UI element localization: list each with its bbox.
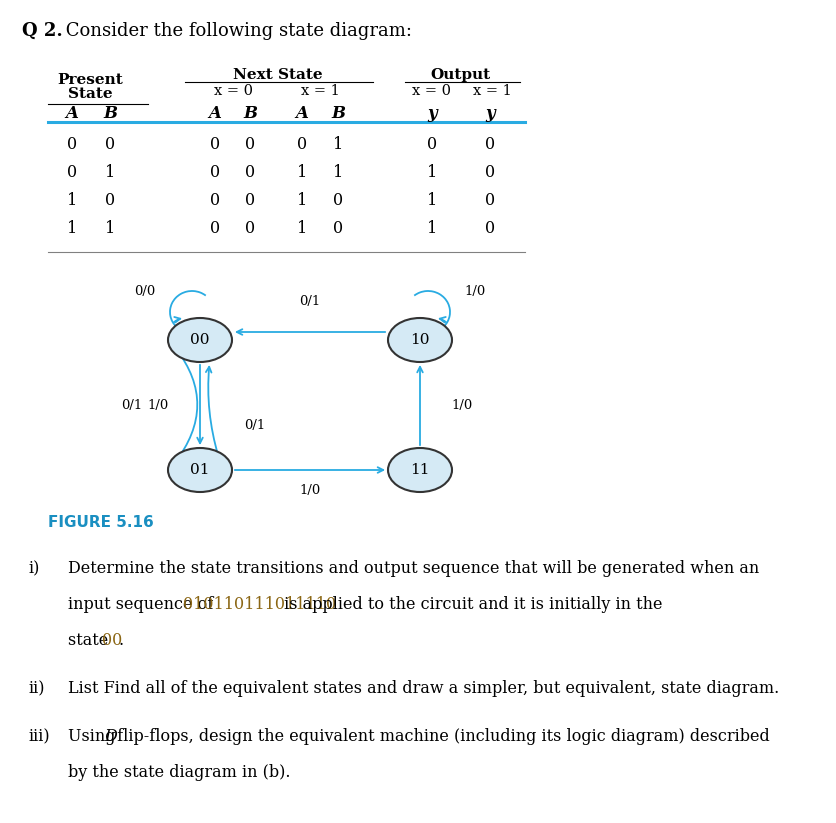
Text: 01: 01 <box>191 463 210 477</box>
Text: A: A <box>208 105 222 122</box>
Text: i): i) <box>28 560 39 577</box>
Text: Next State: Next State <box>233 68 323 82</box>
Text: 1: 1 <box>104 164 115 181</box>
Text: y: y <box>427 105 437 122</box>
Text: 1/0: 1/0 <box>147 398 169 412</box>
Text: is applied to the circuit and it is initially in the: is applied to the circuit and it is init… <box>279 596 663 613</box>
Text: B: B <box>103 105 117 122</box>
Text: 10: 10 <box>410 333 430 347</box>
Text: flip-flops, design the equivalent machine (including its logic diagram) describe: flip-flops, design the equivalent machin… <box>112 728 770 745</box>
Text: A: A <box>296 105 308 122</box>
Text: D: D <box>104 728 117 745</box>
Text: 010110111011110: 010110111011110 <box>183 596 336 613</box>
Text: 1: 1 <box>427 192 437 209</box>
Text: FIGURE 5.16: FIGURE 5.16 <box>48 515 154 530</box>
Text: Using: Using <box>68 728 120 745</box>
Text: B: B <box>331 105 345 122</box>
Text: 1: 1 <box>67 220 77 237</box>
Text: 0: 0 <box>245 192 255 209</box>
Text: State: State <box>68 87 112 101</box>
Text: Output: Output <box>430 68 490 82</box>
Text: 0/0: 0/0 <box>135 286 155 299</box>
Text: 0: 0 <box>485 164 495 181</box>
Text: 0: 0 <box>485 136 495 153</box>
Text: 1: 1 <box>333 136 343 153</box>
Text: A: A <box>65 105 79 122</box>
Text: 1/0: 1/0 <box>451 398 472 412</box>
Text: 1: 1 <box>427 164 437 181</box>
Text: 0: 0 <box>210 164 220 181</box>
Text: 1: 1 <box>297 192 307 209</box>
Text: Consider the following state diagram:: Consider the following state diagram: <box>60 22 412 40</box>
Text: 1/0: 1/0 <box>299 483 321 496</box>
Text: 0: 0 <box>245 136 255 153</box>
Text: x = 0: x = 0 <box>213 84 252 98</box>
Text: y: y <box>485 105 495 122</box>
Text: x = 1: x = 1 <box>301 84 339 98</box>
Text: iii): iii) <box>28 728 49 745</box>
Text: 1: 1 <box>297 164 307 181</box>
Text: 0: 0 <box>210 192 220 209</box>
Text: 11: 11 <box>410 463 430 477</box>
Ellipse shape <box>388 448 452 492</box>
Text: 0: 0 <box>67 136 77 153</box>
Text: 1/0: 1/0 <box>464 286 486 299</box>
Text: 0: 0 <box>297 136 307 153</box>
Text: 0: 0 <box>105 136 115 153</box>
Text: input sequence of: input sequence of <box>68 596 218 613</box>
Text: ii): ii) <box>28 680 44 697</box>
Text: 00: 00 <box>191 333 210 347</box>
Text: x = 1: x = 1 <box>472 84 512 98</box>
Text: Present: Present <box>57 73 123 87</box>
Ellipse shape <box>168 318 232 362</box>
Text: 0: 0 <box>333 220 343 237</box>
Text: 0: 0 <box>245 164 255 181</box>
Text: 1: 1 <box>427 220 437 237</box>
Text: .: . <box>118 632 123 649</box>
Text: 0: 0 <box>485 220 495 237</box>
Text: 0: 0 <box>210 220 220 237</box>
Text: 1: 1 <box>297 220 307 237</box>
Text: state: state <box>68 632 114 649</box>
Text: 1: 1 <box>333 164 343 181</box>
Text: 0: 0 <box>105 192 115 209</box>
Text: 1: 1 <box>67 192 77 209</box>
Text: 0/1: 0/1 <box>244 419 266 431</box>
Ellipse shape <box>168 448 232 492</box>
Text: 0: 0 <box>333 192 343 209</box>
Text: 0: 0 <box>245 220 255 237</box>
Text: Determine the state transitions and output sequence that will be generated when : Determine the state transitions and outp… <box>68 560 759 577</box>
Text: 0: 0 <box>210 136 220 153</box>
Text: 0: 0 <box>485 192 495 209</box>
Text: List Find all of the equivalent states and draw a simpler, but equivalent, state: List Find all of the equivalent states a… <box>68 680 779 697</box>
Text: 0: 0 <box>67 164 77 181</box>
Text: B: B <box>243 105 257 122</box>
Text: by the state diagram in (b).: by the state diagram in (b). <box>68 764 290 781</box>
Text: 0/1: 0/1 <box>299 295 321 309</box>
Text: x = 0: x = 0 <box>412 84 451 98</box>
Text: 1: 1 <box>104 220 115 237</box>
Ellipse shape <box>388 318 452 362</box>
Text: Q 2.: Q 2. <box>22 22 63 40</box>
Text: 0/1: 0/1 <box>121 398 143 412</box>
Text: 00: 00 <box>102 632 122 649</box>
Text: 0: 0 <box>427 136 437 153</box>
